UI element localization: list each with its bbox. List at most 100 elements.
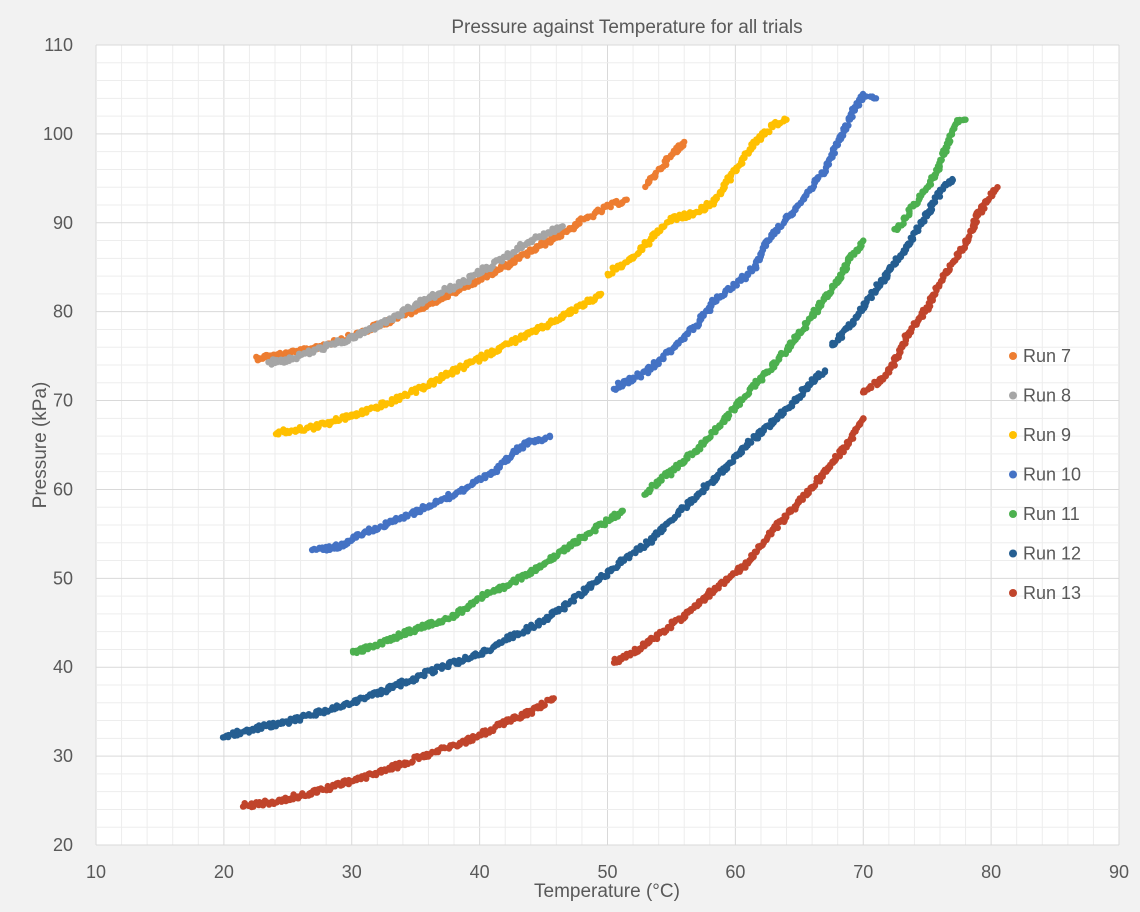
data-point <box>559 223 566 230</box>
data-point <box>868 294 875 302</box>
data-point <box>973 218 980 226</box>
legend-label: Run 7 <box>1023 346 1071 366</box>
x-axis-label: Temperature (°C) <box>534 881 680 902</box>
legend-item: Run 13 <box>1009 583 1081 603</box>
data-point <box>550 695 557 702</box>
data-point <box>891 362 898 369</box>
y-tick-label: 110 <box>44 35 73 55</box>
data-point <box>753 549 760 556</box>
legend-marker <box>1009 510 1017 518</box>
data-point <box>597 290 605 298</box>
y-tick-label: 60 <box>53 479 73 499</box>
y-tick-label: 20 <box>53 835 73 855</box>
series-run-11 <box>349 116 969 657</box>
y-tick-label: 30 <box>53 746 73 766</box>
data-point <box>713 195 720 202</box>
x-tick-label: 60 <box>725 862 745 882</box>
data-point <box>783 116 790 123</box>
x-tick-label: 90 <box>1109 862 1129 882</box>
y-axis-label: Pressure (kPa) <box>30 382 51 509</box>
y-tick-label: 50 <box>53 568 73 588</box>
x-tick-label: 40 <box>470 862 490 882</box>
data-point <box>949 176 956 184</box>
data-point <box>862 300 869 308</box>
data-point <box>653 635 661 643</box>
y-tick-label: 100 <box>43 124 73 144</box>
x-tick-label: 20 <box>214 862 234 882</box>
legend-label: Run 11 <box>1023 504 1080 524</box>
y-tick-label: 70 <box>53 391 73 411</box>
data-point <box>810 312 817 319</box>
series-run-10 <box>308 90 880 554</box>
x-tick-label: 80 <box>981 862 1001 882</box>
data-point <box>668 472 675 479</box>
legend-marker <box>1009 391 1017 400</box>
legend-item: Run 10 <box>1009 465 1081 485</box>
x-tick-label: 30 <box>342 862 362 882</box>
legend-item: Run 8 <box>1009 386 1071 406</box>
legend-marker <box>1009 589 1017 597</box>
data-point <box>707 433 714 441</box>
legend-item: Run 11 <box>1009 504 1080 524</box>
data-point <box>774 524 781 532</box>
legend-item: Run 7 <box>1009 346 1071 366</box>
legend-label: Run 8 <box>1023 386 1071 406</box>
data-point <box>576 220 583 227</box>
legend-label: Run 12 <box>1023 544 1081 564</box>
grid <box>95 44 1120 846</box>
series-run-9 <box>272 115 790 438</box>
legend-label: Run 9 <box>1023 425 1071 445</box>
data-point <box>937 157 945 164</box>
data-point <box>994 184 1001 191</box>
y-tick-label: 40 <box>53 657 73 677</box>
data-point <box>660 223 667 231</box>
series-run-12 <box>219 175 956 741</box>
data-point <box>681 138 688 146</box>
x-tick-label: 70 <box>853 862 873 882</box>
legend-marker <box>1009 352 1017 360</box>
data-point <box>398 312 405 319</box>
data-point <box>868 384 875 391</box>
x-tick-label: 10 <box>86 862 106 882</box>
data-point <box>360 648 367 655</box>
series-run-8 <box>265 223 566 368</box>
data-point <box>764 128 772 135</box>
data-point <box>445 615 452 623</box>
data-point <box>747 439 755 446</box>
legend-label: Run 13 <box>1023 583 1081 603</box>
data-point <box>758 374 765 382</box>
data-point <box>799 496 806 503</box>
series-layer <box>219 90 1001 811</box>
data-point <box>803 320 810 327</box>
legend-marker <box>1009 470 1017 479</box>
series-run-13 <box>239 184 1001 811</box>
data-point <box>660 354 667 361</box>
data-point <box>783 514 790 521</box>
legend-marker <box>1009 431 1017 439</box>
data-point <box>860 415 867 422</box>
data-point <box>725 412 733 419</box>
data-point <box>845 122 852 129</box>
data-point <box>519 445 527 452</box>
data-point <box>619 507 626 514</box>
data-point <box>900 220 907 227</box>
legend: Run 7 Run 8 Run 9 Run 10 Run 11 Run 12 Run 13 <box>1009 346 1081 603</box>
data-point <box>947 138 954 145</box>
data-point <box>623 196 630 203</box>
chart-title: Pressure against Temperature for all tri… <box>451 17 802 38</box>
data-point <box>821 368 829 376</box>
y-tick-label: 90 <box>53 213 73 233</box>
data-point <box>732 282 740 289</box>
y-tick-label: 80 <box>53 302 73 322</box>
data-point <box>836 453 843 460</box>
data-point <box>561 606 568 613</box>
legend-marker <box>1009 549 1017 558</box>
x-tick-label: 50 <box>597 862 617 882</box>
x-axis-tick-labels: 10 20 30 40 50 60 70 80 90 <box>86 862 1129 882</box>
data-point <box>985 197 992 204</box>
legend-label: Run 10 <box>1023 465 1081 485</box>
data-point <box>962 116 969 123</box>
data-point <box>966 232 973 240</box>
data-point <box>736 401 744 408</box>
